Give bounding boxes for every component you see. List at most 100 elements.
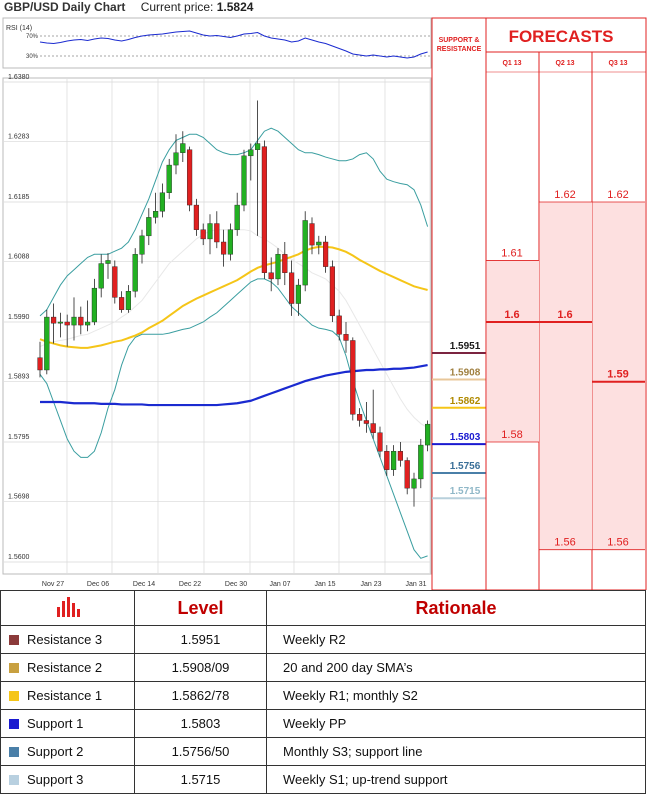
candle (146, 208, 152, 246)
chart-title: GBP/USD Daily Chart (4, 0, 126, 14)
level-value: 1.5862/78 (134, 681, 267, 710)
candle (118, 291, 125, 313)
rsi-70-label: 70% (26, 34, 39, 40)
level-rationale: Weekly PP (266, 709, 646, 738)
x-tick-label: Dec 22 (179, 581, 201, 588)
candle (295, 278, 302, 316)
y-tick-label: 1.5795 (8, 434, 30, 441)
candle (166, 158, 172, 199)
level-color-swatch (9, 747, 19, 757)
table-row: Support 3 1.5715 Weekly S1; up-trend suppo… (0, 765, 646, 794)
level-value: 1.5715 (134, 765, 267, 794)
candle (377, 426, 383, 458)
rationale-table: Level Rationale Resistance 3 1.5951 Weekly… (0, 590, 646, 794)
sr-level-value: 1.5908 (450, 367, 481, 378)
candle (37, 341, 43, 378)
candle (112, 260, 118, 304)
y-tick-label: 1.5600 (8, 554, 30, 561)
y-tick-label: 1.6088 (8, 254, 30, 261)
sr-level: 1.5908 (432, 367, 486, 381)
y-tick-label: 1.6380 (8, 74, 30, 81)
candle (227, 223, 234, 261)
level-name: Resistance 1 (0, 681, 135, 710)
candle (71, 297, 77, 341)
candle (391, 445, 397, 476)
candle (64, 314, 70, 347)
candle (309, 217, 315, 255)
forecast-value: 1.6 (486, 309, 539, 323)
sr-frame (431, 17, 487, 590)
candle (214, 211, 220, 249)
forecast-value: 1.56 (592, 537, 645, 551)
level-value: 1.5803 (134, 709, 267, 738)
candle (234, 192, 240, 236)
candle (152, 192, 159, 224)
bar-chart-icon-cell (0, 590, 135, 626)
candle (363, 402, 370, 433)
svg-text:1.62: 1.62 (607, 189, 628, 201)
candle (159, 183, 166, 218)
y-tick-label: 1.5698 (8, 494, 30, 501)
rsi-panel: RSI (14) 70% 30% (2, 17, 432, 69)
support-resistance-column: SUPPORT & RESISTANCE 1.5951 1.5908 1.5862 1… (431, 17, 487, 590)
candle (254, 100, 261, 236)
candle (329, 260, 336, 322)
table-header-row: Level Rationale (0, 590, 646, 626)
bollinger-lower (39, 278, 428, 559)
level-name: Resistance 2 (0, 653, 135, 682)
y-tick-label: 1.5893 (8, 374, 30, 381)
level-color-swatch (9, 635, 19, 645)
candle (44, 309, 50, 375)
bar-chart-icon (56, 596, 80, 617)
forecast-col-q1: Q1 13 (502, 60, 521, 67)
candle (78, 306, 84, 335)
candle (105, 253, 111, 279)
candle (350, 337, 356, 421)
table-row: Resistance 2 1.5908/09 20 and 200 day SMA’… (0, 653, 646, 682)
level-value: 1.5908/09 (134, 653, 267, 682)
x-tick-label: Nov 27 (42, 581, 64, 588)
forecast-value: 1.62 (592, 189, 645, 203)
svg-text:1.56: 1.56 (554, 537, 575, 549)
current-price-value: 1.5824 (216, 0, 254, 14)
sr-level: 1.5862 (432, 396, 486, 409)
sr-level: 1.5803 (432, 432, 486, 446)
candle (180, 131, 186, 162)
candle (139, 229, 145, 264)
svg-text:1.6: 1.6 (504, 309, 519, 321)
candle (57, 312, 64, 338)
x-tick-label: Jan 23 (360, 581, 381, 588)
level-rationale: 20 and 200 day SMA’s (266, 653, 646, 682)
rationale-header: Rationale (266, 590, 646, 626)
sr-level-value: 1.5756 (450, 461, 481, 472)
level-color-swatch (9, 719, 19, 729)
level-value: 1.5756/50 (134, 737, 267, 766)
svg-text:1.59: 1.59 (607, 369, 628, 381)
candle (384, 445, 390, 476)
candle (91, 278, 98, 326)
forecasts-panel: FORECASTS Q1 13 Q2 13 Q3 13 1.61 1.6 1.58 1… (485, 17, 647, 590)
svg-text:1.62: 1.62 (554, 189, 575, 201)
candle (173, 134, 179, 175)
candle (98, 254, 104, 298)
table-row: Resistance 1 1.5862/78 Weekly R1; monthly … (0, 681, 646, 710)
level-rationale: Weekly S1; up-trend support (266, 765, 646, 794)
rsi-30-label: 30% (26, 54, 39, 60)
forecast-value: 1.58 (486, 429, 539, 443)
forecast-value: 1.56 (539, 537, 592, 551)
sma-200-line (40, 363, 428, 407)
sr-level-value: 1.5803 (450, 432, 481, 443)
candle (404, 457, 410, 495)
candle (370, 389, 376, 439)
candle (84, 300, 91, 332)
sr-level-value: 1.5951 (450, 341, 481, 352)
level-color-swatch (9, 691, 19, 701)
forecast-band (487, 260, 539, 442)
svg-text:1.58: 1.58 (501, 429, 522, 441)
sr-level: 1.5756 (432, 461, 486, 474)
sr-level: 1.5715 (432, 486, 486, 500)
candle (343, 322, 349, 353)
y-tick-label: 1.6283 (8, 134, 30, 141)
x-tick-label: Dec 14 (133, 581, 155, 588)
candle (186, 146, 193, 212)
